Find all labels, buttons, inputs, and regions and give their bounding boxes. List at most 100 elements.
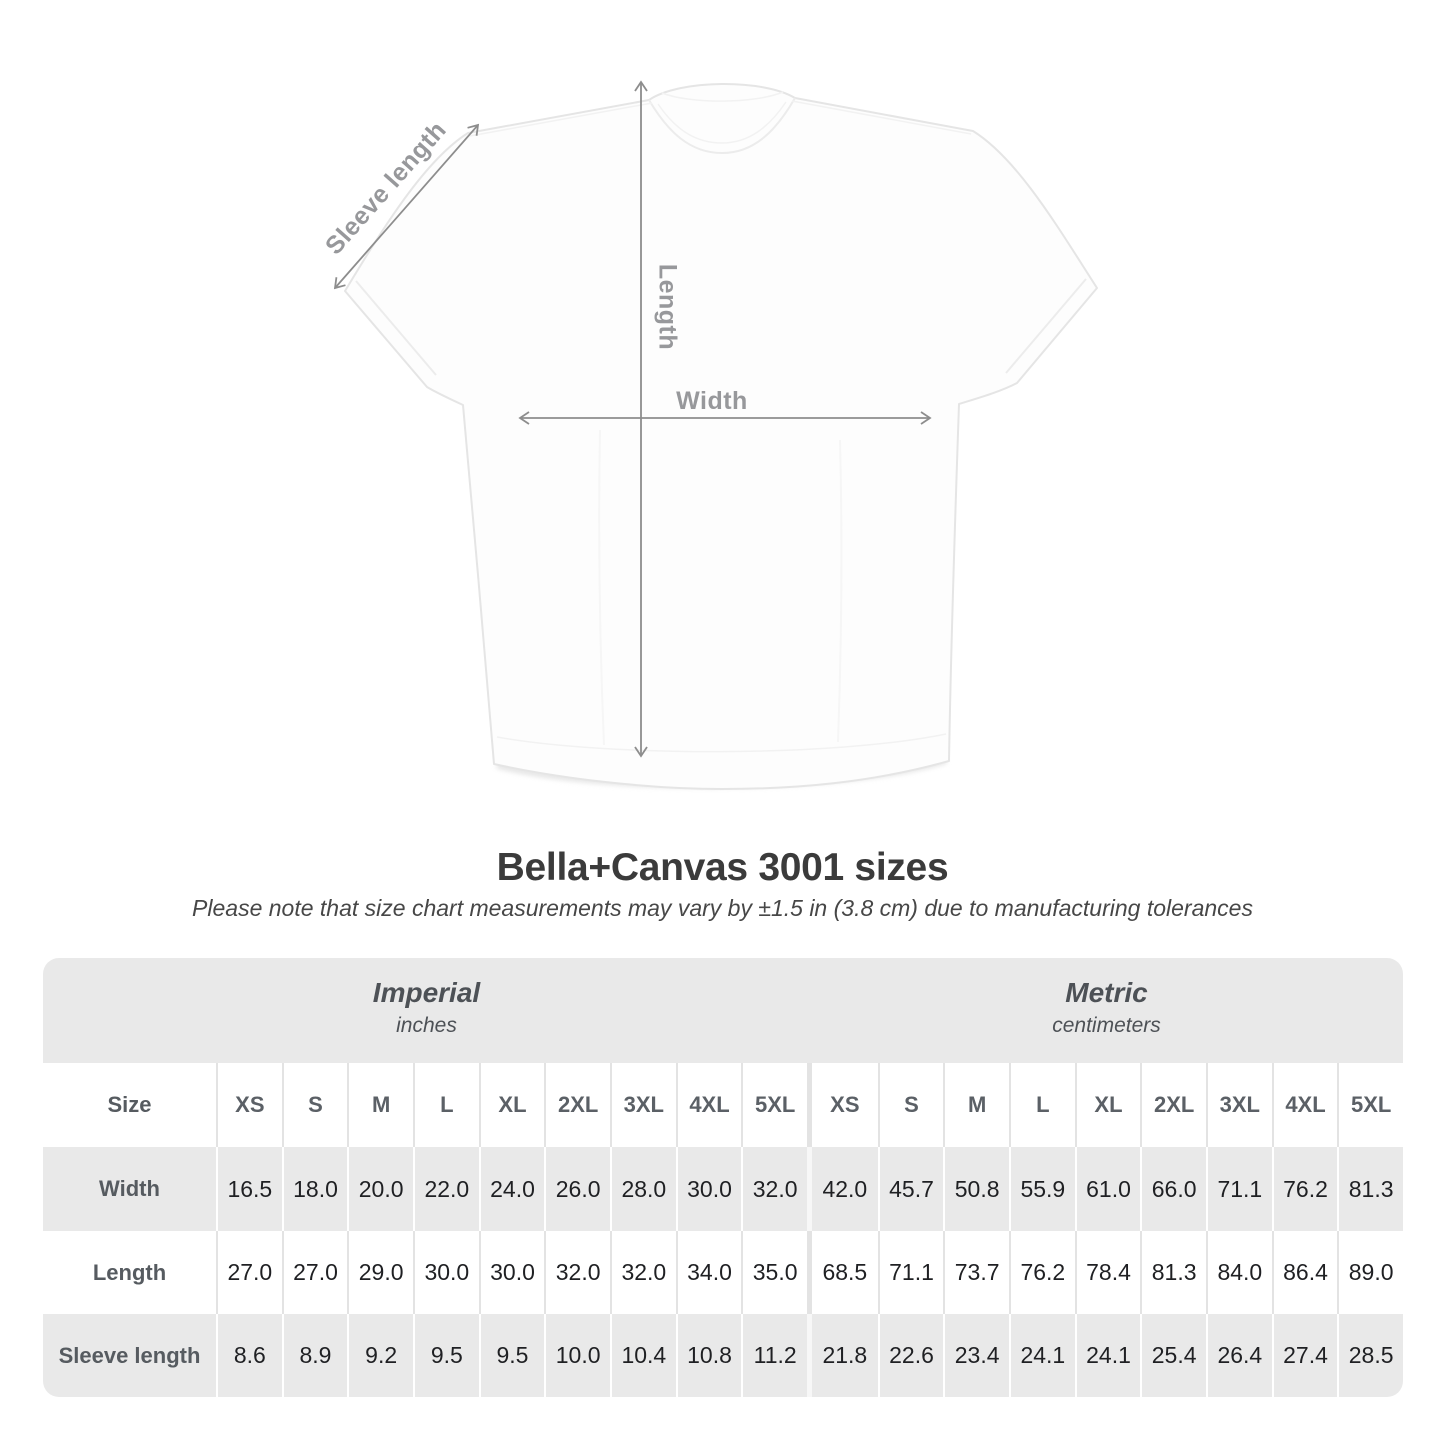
width-label: Width [676, 387, 748, 415]
left-cuff-seam [355, 280, 437, 376]
size-header-cell: S [877, 1063, 944, 1147]
sleeve-length-value-cell: 26.4 [1205, 1314, 1272, 1397]
width-row: Width 16.5 18.0 20.0 22.0 24.0 26.0 28.0 30.0 32… [43, 1147, 1403, 1231]
size-header-cell: 5XL [1337, 1063, 1403, 1147]
size-header-cell: 3XL [1205, 1063, 1272, 1147]
width-value-cell: 71.1 [1205, 1147, 1272, 1231]
size-header-cell: M [347, 1063, 413, 1147]
imperial-header: Imperial inches [43, 958, 810, 1063]
size-table: Imperial inches Metric centimeters Size … [43, 958, 1403, 1397]
back-collar [661, 91, 784, 102]
size-header-row: Size XS S M L XL 2XL 3XL 4XL 5XL XS S M L XL 2XL 3XL 4XL… [43, 1063, 1403, 1147]
sleeve-length-value-cell: 23.4 [943, 1314, 1009, 1397]
width-value-cell: 22.0 [412, 1147, 479, 1231]
size-header-cell: XS [216, 1063, 282, 1147]
length-value-cell: 27.0 [281, 1231, 348, 1314]
right-shoulder-seam [791, 100, 972, 135]
sleeve-length-value-cell: 8.9 [281, 1314, 348, 1397]
tshirt-measurement-figure: Sleeve length Length Width [320, 80, 1098, 790]
width-value-cell: 81.3 [1337, 1147, 1403, 1231]
length-value-cell: 27.0 [216, 1231, 282, 1314]
metric-title: Metric [1065, 977, 1148, 1008]
width-value-cell: 50.8 [943, 1147, 1009, 1231]
length-value-cell: 86.4 [1271, 1231, 1338, 1314]
imperial-metric-divider [806, 1063, 812, 1147]
sleeve-length-value-cell: 8.6 [216, 1314, 282, 1397]
length-value-cell: 81.3 [1140, 1231, 1206, 1314]
imperial-unit: inches [396, 1014, 457, 1037]
length-value-cell: 32.0 [609, 1231, 676, 1314]
length-value-cell: 29.0 [347, 1231, 413, 1314]
left-shoulder-seam [469, 102, 653, 137]
size-header-cell: XL [478, 1063, 545, 1147]
sleeve-length-arrow [333, 123, 480, 290]
width-value-cell: 30.0 [675, 1147, 742, 1231]
length-value-cell: 71.1 [877, 1231, 944, 1314]
length-value-cell: 30.0 [412, 1231, 479, 1314]
sleeve-length-value-cell: 22.6 [877, 1314, 944, 1397]
sleeve-length-value-cell: 10.0 [544, 1314, 610, 1397]
tshirt-outline [344, 83, 1098, 790]
imperial-title: Imperial [372, 977, 481, 1008]
sleeve-length-value-cell: 10.8 [675, 1314, 742, 1397]
sleeve-length-value-cell: 25.4 [1140, 1314, 1206, 1397]
sleeve-length-row: Sleeve length 8.6 8.9 9.2 9.5 9.5 10.0 10.4 10.… [43, 1314, 1403, 1397]
width-value-cell: 66.0 [1140, 1147, 1206, 1231]
imperial-metric-divider [806, 1231, 812, 1314]
size-col-header: Size [107, 1092, 152, 1117]
size-header-cell: 3XL [609, 1063, 676, 1147]
sleeve-length-value-cell: 9.5 [478, 1314, 545, 1397]
length-value-cell: 30.0 [478, 1231, 545, 1314]
length-row: Length 27.0 27.0 29.0 30.0 30.0 32.0 32.0 34.0 3… [43, 1231, 1403, 1314]
length-value-cell: 78.4 [1074, 1231, 1141, 1314]
table-header-band: Imperial inches Metric centimeters [43, 958, 1403, 1063]
sleeve-length-value-cell: 9.2 [347, 1314, 413, 1397]
width-value-cell: 32.0 [741, 1147, 807, 1231]
size-header-cell: 4XL [675, 1063, 742, 1147]
width-value-cell: 45.7 [877, 1147, 944, 1231]
sleeve-length-value-cell: 24.1 [1008, 1314, 1075, 1397]
size-header-cell: 4XL [1271, 1063, 1338, 1147]
size-header-cell: L [412, 1063, 479, 1147]
length-value-cell: 32.0 [544, 1231, 610, 1314]
metric-unit: centimeters [1052, 1014, 1161, 1037]
metric-header: Metric centimeters [810, 958, 1403, 1063]
width-value-cell: 61.0 [1074, 1147, 1141, 1231]
page-title: Bella+Canvas 3001 sizes [496, 846, 949, 889]
neckline [648, 97, 796, 155]
width-value-cell: 26.0 [544, 1147, 610, 1231]
fold-line [598, 429, 605, 746]
width-value-cell: 28.0 [609, 1147, 676, 1231]
sleeve-length-value-cell: 24.1 [1074, 1314, 1141, 1397]
width-value-cell: 24.0 [478, 1147, 545, 1231]
imperial-metric-divider [806, 1314, 812, 1397]
length-row-label: Length [92, 1259, 167, 1285]
size-header-cell: 2XL [544, 1063, 610, 1147]
right-cuff-seam [1005, 278, 1087, 374]
size-header-cell: M [943, 1063, 1009, 1147]
page-subtitle: Please note that size chart measurements… [192, 895, 1253, 921]
length-value-cell: 35.0 [741, 1231, 807, 1314]
sleeve-length-value-cell: 11.2 [741, 1314, 807, 1397]
sleeve-length-value-cell: 21.8 [822, 1342, 868, 1368]
hem-seam [496, 733, 947, 753]
length-value-cell: 73.7 [943, 1231, 1009, 1314]
size-header-cell: 5XL [741, 1063, 807, 1147]
sleeve-length-value-cell: 9.5 [412, 1314, 479, 1397]
length-value-cell: 84.0 [1205, 1231, 1272, 1314]
size-header-cell: L [1008, 1063, 1075, 1147]
size-header-cell: XL [1074, 1063, 1141, 1147]
width-value-cell: 20.0 [347, 1147, 413, 1231]
fold-line [837, 439, 843, 743]
length-value-cell: 76.2 [1008, 1231, 1075, 1314]
sleeve-length-value-cell: 27.4 [1271, 1314, 1338, 1397]
sleeve-row-label: Sleeve length [58, 1342, 201, 1368]
size-header-cell: XS [830, 1092, 860, 1117]
width-value-cell: 76.2 [1271, 1147, 1338, 1231]
width-value-cell: 16.5 [216, 1147, 282, 1231]
imperial-metric-divider [806, 1147, 812, 1231]
collar-band [657, 101, 787, 144]
sleeve-length-value-cell: 28.5 [1337, 1314, 1403, 1397]
length-label: Length [653, 264, 681, 350]
